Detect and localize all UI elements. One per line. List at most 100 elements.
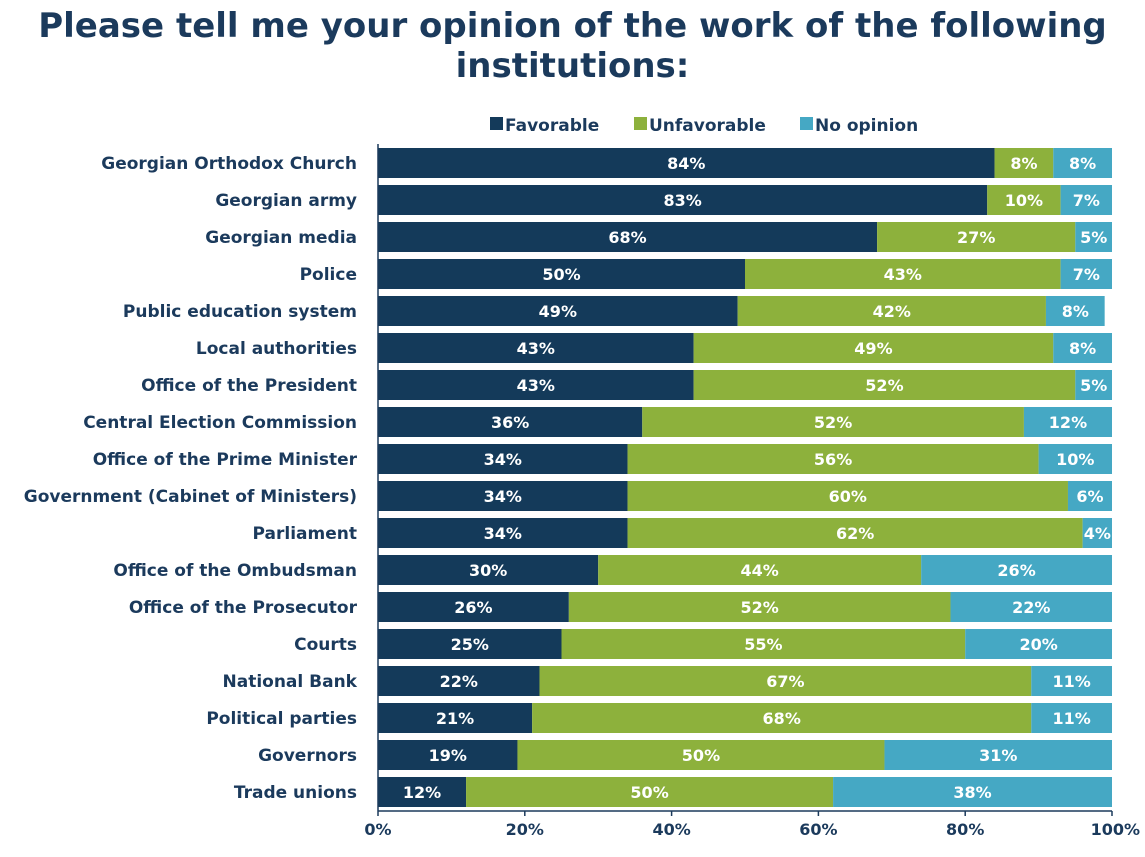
data-label: 27% — [957, 228, 995, 247]
bar-favorable — [378, 185, 988, 215]
bar-no-opinion — [1082, 518, 1112, 548]
bar-no-opinion — [965, 629, 1112, 659]
bar-unfavorable — [627, 481, 1068, 511]
bar-favorable — [378, 481, 628, 511]
bar-unfavorable — [745, 259, 1061, 289]
category-label: National Bank — [223, 672, 358, 692]
data-label: 68% — [608, 228, 646, 247]
data-label: 55% — [744, 635, 782, 654]
bar-unfavorable — [877, 222, 1076, 252]
data-label: 52% — [741, 598, 779, 617]
bar-no-opinion — [1060, 185, 1112, 215]
bar-favorable — [378, 333, 694, 363]
data-label: 43% — [517, 339, 555, 358]
data-label: 22% — [440, 672, 478, 691]
bar-no-opinion — [921, 555, 1112, 585]
data-label: 8% — [1069, 154, 1096, 173]
data-label: 68% — [763, 709, 801, 728]
data-label: 8% — [1062, 302, 1089, 321]
bar-unfavorable — [693, 333, 1054, 363]
bar-no-opinion — [1023, 407, 1112, 437]
legend-swatch-unfavorable — [634, 117, 647, 130]
bar-favorable — [378, 407, 643, 437]
data-label: 5% — [1080, 228, 1107, 247]
x-axis: 0% 20% 40% 60% 80% 100% — [364, 144, 1140, 839]
bar-unfavorable — [987, 185, 1061, 215]
bar-unfavorable — [598, 555, 922, 585]
category-label: Police — [300, 265, 357, 285]
bar-no-opinion — [1075, 222, 1112, 252]
data-label: 20% — [1019, 635, 1057, 654]
bar-unfavorable — [539, 666, 1032, 696]
data-label: 43% — [517, 376, 555, 395]
data-label: 42% — [873, 302, 911, 321]
data-label: 38% — [953, 783, 991, 802]
bar-favorable — [378, 296, 738, 326]
bar-unfavorable — [627, 444, 1039, 474]
bar-favorable — [378, 703, 533, 733]
data-label: 4% — [1084, 524, 1111, 543]
legend-label-unfavorable: Unfavorable — [649, 116, 766, 136]
x-tick-label: 40% — [652, 820, 690, 839]
x-tick-label: 0% — [364, 820, 391, 839]
bar-unfavorable — [561, 629, 966, 659]
category-label: Central Election Commission — [83, 413, 357, 433]
bar-unfavorable — [627, 518, 1083, 548]
data-label: 60% — [829, 487, 867, 506]
bar-unfavorable — [568, 592, 951, 622]
bar-favorable — [378, 222, 878, 252]
bar-unfavorable — [517, 740, 885, 770]
bar-favorable — [378, 777, 467, 807]
bar-favorable — [378, 259, 745, 289]
bar-no-opinion — [833, 777, 1112, 807]
data-label: 26% — [454, 598, 492, 617]
bar-favorable — [378, 629, 562, 659]
category-label: Trade unions — [234, 783, 357, 803]
bar-unfavorable — [737, 296, 1046, 326]
data-label: 49% — [854, 339, 892, 358]
data-label: 11% — [1052, 672, 1090, 691]
data-label: 84% — [667, 154, 705, 173]
category-label: Office of the Ombudsman — [113, 561, 357, 581]
data-label: 50% — [630, 783, 668, 802]
category-label: Office of the Prime Minister — [93, 450, 358, 470]
data-label: 34% — [484, 524, 522, 543]
data-label: 52% — [814, 413, 852, 432]
bar-no-opinion — [1060, 259, 1112, 289]
category-label: Office of the Prosecutor — [129, 598, 358, 618]
data-label: 36% — [491, 413, 529, 432]
bar-no-opinion — [1031, 666, 1112, 696]
category-label: Public education system — [123, 302, 357, 322]
chart-title: Please tell me your opinion of the work … — [38, 6, 1107, 86]
bar-no-opinion — [1038, 444, 1112, 474]
data-label: 10% — [1056, 450, 1094, 469]
category-label: Georgian media — [205, 228, 357, 248]
data-label: 30% — [469, 561, 507, 580]
legend-label-favorable: Favorable — [505, 116, 599, 136]
data-label: 67% — [766, 672, 804, 691]
data-label: 5% — [1080, 376, 1107, 395]
bar-no-opinion — [1031, 703, 1112, 733]
bar-favorable — [378, 444, 628, 474]
data-label: 12% — [403, 783, 441, 802]
bar-favorable — [378, 592, 569, 622]
bars-group: 84% 8% 8% 83% 10% 7% 68% 27% 5% 50% 43% 7% 49% 42% 8% 4… — [378, 148, 1112, 807]
data-label: 34% — [484, 450, 522, 469]
data-label: 19% — [429, 746, 467, 765]
data-label: 21% — [436, 709, 474, 728]
bar-favorable — [378, 518, 628, 548]
bar-no-opinion — [1075, 370, 1112, 400]
bar-no-opinion — [1053, 148, 1112, 178]
data-label: 6% — [1076, 487, 1103, 506]
legend-label-no-opinion: No opinion — [815, 116, 918, 136]
data-label: 31% — [979, 746, 1017, 765]
category-label: Governors — [258, 746, 357, 766]
legend-swatch-favorable — [490, 117, 503, 130]
category-label: Courts — [294, 635, 357, 655]
data-label: 10% — [1005, 191, 1043, 210]
legend-swatch-no-opinion — [800, 117, 813, 130]
data-label: 8% — [1010, 154, 1037, 173]
bar-no-opinion — [1045, 296, 1105, 326]
x-tick-label: 20% — [506, 820, 544, 839]
